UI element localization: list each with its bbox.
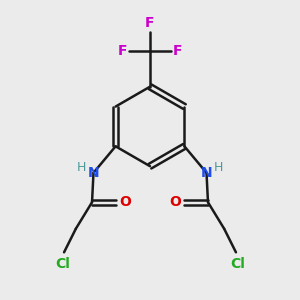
Text: H: H — [76, 161, 86, 174]
Text: H: H — [214, 161, 224, 174]
Text: N: N — [201, 166, 212, 180]
Text: F: F — [173, 44, 182, 58]
Text: N: N — [88, 166, 99, 180]
Text: O: O — [169, 195, 181, 209]
Text: Cl: Cl — [230, 257, 245, 271]
Text: F: F — [145, 16, 155, 30]
Text: F: F — [118, 44, 127, 58]
Text: O: O — [119, 195, 131, 209]
Text: Cl: Cl — [55, 257, 70, 271]
